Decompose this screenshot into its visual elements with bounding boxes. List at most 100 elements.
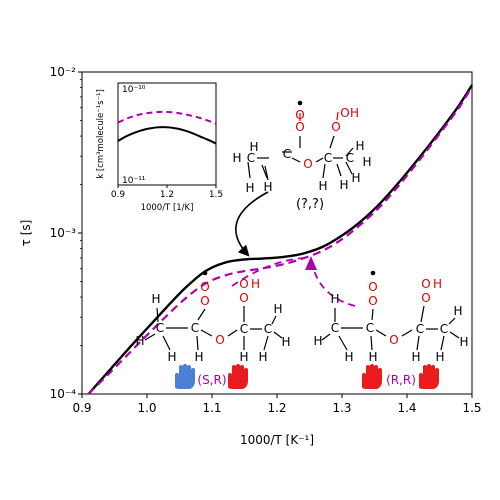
inset-y-tick-label: 10⁻¹¹ — [122, 176, 146, 186]
svg-text:O: O — [389, 333, 398, 347]
molecule-rr: O O C C H H H H O C O O H C H H H H — [313, 270, 469, 364]
svg-text:C: C — [191, 321, 199, 335]
inset-y-axis-label: k [cm³molecule⁻¹s⁻¹] — [96, 89, 106, 179]
inset-x-axis-ticks: 0.9 1.2 1.5 — [111, 185, 223, 200]
red-hand-icon — [419, 364, 439, 389]
svg-text:O: O — [340, 106, 349, 120]
svg-text:O: O — [200, 280, 209, 294]
svg-text:C: C — [440, 322, 448, 336]
svg-text:O: O — [200, 294, 209, 308]
svg-text:C: C — [331, 321, 339, 335]
main-series-group — [87, 84, 474, 395]
svg-text:H: H — [251, 277, 260, 291]
svg-text:H: H — [411, 350, 420, 364]
svg-text:H: H — [273, 302, 282, 316]
inset-series-group — [117, 110, 217, 145]
inset-x-tick-label: 1.5 — [209, 190, 223, 200]
purple-arrow-head — [305, 256, 317, 270]
svg-text:H: H — [232, 151, 241, 165]
x-axis-label: 1000/T [K⁻¹] — [240, 433, 314, 447]
svg-text:O: O — [421, 277, 430, 291]
x-tick-label: 1.5 — [462, 401, 481, 415]
inset-y-tick-label: 10⁻¹⁰ — [122, 85, 146, 95]
svg-text:O: O — [239, 277, 248, 291]
svg-text:H: H — [344, 350, 353, 364]
svg-text:O: O — [295, 108, 304, 122]
x-tick-label: 0.9 — [72, 401, 91, 415]
svg-text:O: O — [303, 157, 312, 171]
svg-text:C: C — [416, 322, 424, 336]
svg-text:H: H — [362, 155, 371, 169]
svg-text:H: H — [258, 350, 267, 364]
red-hand-icon — [228, 364, 248, 389]
svg-text:O: O — [368, 294, 377, 308]
blue-hand-icon — [175, 364, 195, 389]
purple-arrow-right — [311, 261, 356, 307]
svg-text:H: H — [350, 106, 359, 120]
svg-text:H: H — [318, 179, 327, 193]
svg-text:O: O — [421, 291, 430, 305]
svg-text:H: H — [239, 350, 248, 364]
svg-text:C: C — [324, 151, 332, 165]
x-tick-label: 1.3 — [332, 401, 351, 415]
y-tick-label: 10⁻⁴ — [50, 387, 77, 401]
y-tick-label: 10⁻² — [50, 65, 77, 79]
x-tick-label: 1.0 — [137, 401, 156, 415]
x-axis-ticks: 0.9 1.0 1.1 1.2 1.3 1.4 1.5 — [72, 394, 482, 415]
svg-text:O: O — [331, 120, 340, 134]
unknown-stereo-label: (?,?) — [296, 197, 324, 212]
svg-text:O: O — [368, 280, 377, 294]
svg-text:H: H — [249, 140, 258, 154]
svg-text:H: H — [245, 181, 254, 195]
svg-text:H: H — [355, 139, 364, 153]
radical-dot — [370, 270, 376, 276]
y-axis-label: τ [s] — [19, 220, 33, 247]
svg-text:C: C — [346, 151, 354, 165]
svg-text:H: H — [351, 171, 360, 185]
sr-label: (S,R) — [197, 373, 226, 387]
svg-text:H: H — [194, 350, 203, 364]
svg-text:H: H — [433, 277, 442, 291]
x-tick-label: 1.1 — [202, 401, 221, 415]
svg-text:C: C — [366, 321, 374, 335]
rr-label: (R,R) — [386, 373, 416, 387]
y-axis-ticks: 10⁻⁴ 10⁻³ 10⁻² — [50, 65, 82, 401]
svg-text:H: H — [339, 178, 348, 192]
inset-dashed-series-line — [117, 110, 217, 125]
radical-dot — [297, 100, 303, 106]
svg-text:H: H — [151, 292, 160, 306]
svg-text:C: C — [156, 321, 164, 335]
molecule-sr: O O C C H H H H O C O O H C H H H H — [135, 270, 291, 364]
svg-text:H: H — [435, 350, 444, 364]
red-hand-icon — [362, 364, 382, 389]
svg-text:C: C — [264, 322, 272, 336]
y-tick-label: 10⁻³ — [50, 226, 77, 240]
inset-x-tick-label: 0.9 — [111, 190, 126, 200]
svg-text:C: C — [283, 147, 291, 161]
purple-arrow-left — [231, 257, 306, 287]
svg-text:H: H — [135, 334, 144, 348]
x-tick-label: 1.2 — [267, 401, 286, 415]
svg-text:C: C — [240, 322, 248, 336]
solid-series-line — [87, 84, 474, 395]
svg-text:H: H — [167, 350, 176, 364]
svg-text:O: O — [239, 291, 248, 305]
svg-text:O: O — [215, 333, 224, 347]
inset-x-axis-label: 1000/T [1/K] — [141, 203, 194, 213]
radical-dot — [202, 270, 208, 276]
svg-text:H: H — [368, 350, 377, 364]
svg-text:H: H — [459, 335, 468, 349]
svg-text:C: C — [247, 151, 255, 165]
x-tick-label: 1.4 — [397, 401, 416, 415]
svg-text:H: H — [330, 292, 339, 306]
svg-text:H: H — [281, 335, 290, 349]
svg-text:O: O — [295, 120, 304, 134]
inset-solid-series-line — [117, 126, 217, 145]
svg-text:H: H — [313, 334, 322, 348]
inset-frame — [117, 82, 217, 186]
inset-y-axis-ticks: 10⁻¹¹ 10⁻¹⁰ — [118, 82, 146, 186]
svg-text:H: H — [263, 180, 272, 194]
svg-text:H: H — [453, 304, 462, 318]
dashed-series-line — [87, 86, 473, 395]
